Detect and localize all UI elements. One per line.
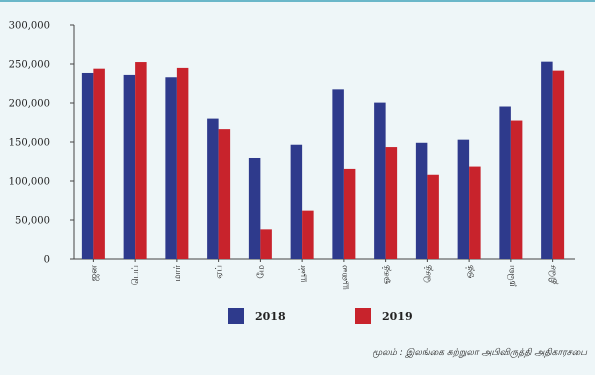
bar-2018 — [374, 102, 386, 259]
legend-swatch-2018 — [228, 308, 244, 324]
category-label: மே — [256, 265, 266, 279]
bar-2018 — [541, 61, 553, 259]
y-tick-label: 300,000 — [9, 21, 50, 32]
category-label: ஜன — [89, 265, 99, 282]
bar-2019 — [302, 210, 314, 259]
category-label: யூலை — [340, 265, 350, 290]
bar-2018 — [457, 139, 470, 259]
y-tick-label: 150,000 — [9, 138, 50, 149]
bar-2018 — [248, 157, 261, 259]
chart-legend: 2018 2019 — [228, 308, 413, 324]
bar-2019 — [510, 120, 523, 259]
bar-2019 — [135, 62, 147, 259]
y-tick-label: 50,000 — [15, 216, 50, 227]
bar-2019 — [218, 129, 231, 259]
y-tick-label: 0 — [44, 255, 50, 266]
category-label: பெப் — [131, 265, 141, 285]
bar-2019 — [552, 70, 565, 259]
bar-2019 — [260, 229, 272, 259]
y-axis-ticks: 0 50,000 100,000 150,000 200,000 250,000 300,0… — [9, 21, 74, 266]
bar-2018 — [499, 106, 511, 259]
bar-2018 — [207, 118, 219, 259]
legend-label-2018: 2018 — [255, 310, 286, 323]
y-tick-label: 250,000 — [9, 60, 50, 71]
bar-2019 — [469, 166, 481, 259]
bar-2018 — [123, 74, 136, 259]
category-label: ஓகத் — [382, 265, 392, 284]
bar-2018 — [290, 144, 303, 259]
bar-2019 — [427, 174, 439, 259]
x-axis-categories: ஜன பெப் மார் ஏப் மே யூன் யூலை ஓகத் செத் ஒத் நவெ திச… — [89, 265, 558, 290]
y-tick-label: 200,000 — [9, 99, 50, 110]
bar-2018 — [81, 72, 94, 259]
bar-2018 — [332, 89, 344, 259]
category-label: மார் — [173, 265, 183, 282]
bar-2018 — [165, 77, 177, 259]
legend-label-2019: 2019 — [382, 310, 413, 323]
category-label: செத் — [423, 265, 433, 283]
y-tick-label: 100,000 — [9, 177, 50, 188]
category-label: திசெ — [549, 265, 559, 284]
category-label: ஒத் — [465, 265, 475, 279]
legend-swatch-2019 — [355, 308, 371, 324]
bar-2019 — [385, 147, 398, 259]
bar-2018 — [415, 142, 428, 259]
bar-2019 — [93, 68, 105, 260]
bar-2019 — [343, 168, 356, 259]
chart-bars — [81, 61, 565, 262]
bar-2019 — [176, 67, 189, 260]
category-label: யூன் — [298, 265, 308, 283]
category-label: நவெ — [507, 265, 517, 286]
source-note: மூலம் : இலங்கை சுற்றுலா அபிவிருத்தி அதிக… — [372, 348, 587, 358]
category-label: ஏப் — [215, 265, 225, 279]
